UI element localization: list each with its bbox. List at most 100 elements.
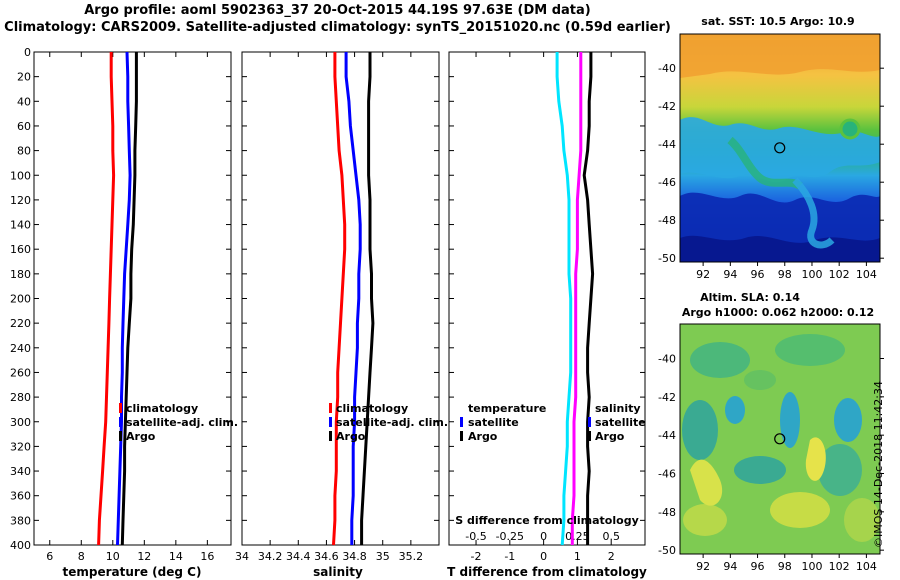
lon-tick-label: 92 [696, 560, 710, 573]
depth-axis: 0 20 40 60 80 100 120 140 160 180 200 220 240 260 280 3… [10, 46, 231, 552]
lon-tick-label: 98 [778, 560, 792, 573]
depth-tick-label: 260 [10, 366, 31, 379]
legend-label-satellite-adj: satellite-adj. clim. [126, 416, 238, 429]
lat-tick-label: -44 [658, 138, 676, 151]
depth-tick-label: 200 [10, 293, 31, 306]
legend-label-argo: Argo [336, 430, 366, 443]
series-line-argo [360, 52, 375, 545]
x-tick-label: 8 [78, 550, 85, 563]
legend-swatch-climatology [119, 403, 122, 413]
temperature-legend: climatology satellite-adj. clim. Argo [119, 402, 238, 443]
lat-tick-label: -48 [658, 506, 676, 519]
legend-label-argo: Argo [126, 430, 156, 443]
sla-map-panel: Altim. SLA: 0.14 Argo h1000: 0.062 h2000… [658, 291, 884, 573]
difference-x-label: T difference from climatology [447, 565, 647, 579]
depth-tick-label: 340 [10, 465, 31, 478]
depth-tick-label: 300 [10, 416, 31, 429]
legend-swatch-satellite [329, 417, 332, 427]
s-tick-label: -0.5 [465, 530, 486, 543]
salinity-y-ticks [242, 51, 439, 546]
temperature-plot-area [33, 51, 232, 546]
temperature-series [97, 51, 138, 546]
temperature-x-label: temperature (deg C) [63, 565, 202, 579]
sst-map-frame [679, 33, 881, 263]
depth-tick-label: 40 [17, 95, 31, 108]
sla-longitude-axis: 92 94 96 98 100 102 104 [696, 554, 877, 573]
depth-tick-label: 80 [17, 145, 31, 158]
lat-tick-label: -46 [658, 468, 676, 481]
argo-position-marker [774, 142, 786, 154]
legend-swatch-temp-argo [460, 431, 463, 441]
legend-swatch-satellite [119, 417, 122, 427]
depth-tick-label: 380 [10, 514, 31, 527]
figure-title-line-1: Argo profile: aoml 5902363_37 20-Oct-201… [84, 3, 591, 18]
difference-profile-panel: -2 -1 0 1 2 -0.5 -0.25 0 0.25 0.5 temperature sa… [447, 51, 647, 579]
series-line-salinity-satellite [570, 52, 583, 545]
depth-tick-label: 400 [10, 539, 31, 552]
sla-map-image [680, 324, 880, 554]
sla-latitude-axis: -40 -42 -44 -46 -48 -50 [658, 353, 884, 557]
lat-tick-label: -50 [658, 252, 676, 265]
temperature-x-axis: 6 8 10 12 14 16 [46, 52, 214, 563]
series-line-climatology [332, 52, 347, 546]
legend-swatch-climatology [329, 403, 332, 413]
lat-tick-label: -46 [658, 176, 676, 189]
x-tick-label: 6 [46, 550, 53, 563]
lat-tick-label: -44 [658, 429, 676, 442]
series-line-temperature-satellite [555, 52, 573, 546]
x-tick-label: 12 [137, 550, 151, 563]
depth-tick-label: 280 [10, 391, 31, 404]
argo-position-marker [774, 433, 786, 445]
salinity-legend: climatology satellite-adj. clim. Argo [329, 402, 448, 443]
series-line-satellite-adj-clim- [344, 52, 362, 545]
salinity-series [332, 52, 375, 546]
lat-tick-label: -40 [658, 353, 676, 366]
depth-tick-label: 60 [17, 120, 31, 133]
legend-swatch-argo [119, 431, 122, 441]
depth-tick-label: 240 [10, 342, 31, 355]
salinity-difference-axis-label: S difference from climatology [455, 514, 639, 527]
x-tick-label: -1 [504, 550, 515, 563]
lon-tick-label: 94 [723, 560, 737, 573]
x-tick-label: 34.8 [342, 550, 367, 563]
x-tick-label: 10 [106, 550, 120, 563]
legend-label-temp-satellite: satellite [468, 416, 519, 429]
lat-tick-label: -42 [658, 100, 676, 113]
lon-tick-label: 92 [696, 268, 710, 281]
x-tick-label: 1 [574, 550, 581, 563]
salinity-x-label: salinity [313, 565, 363, 579]
depth-tick-label: 100 [10, 169, 31, 182]
depth-tick-label: 180 [10, 268, 31, 281]
lon-tick-label: 100 [801, 268, 822, 281]
sst-map-panel: sat. SST: 10.5 Argo: 10.9 92 94 96 98 100 102… [658, 15, 884, 281]
lon-tick-label: 100 [801, 560, 822, 573]
legend-label-climatology: climatology [336, 402, 408, 415]
series-line-satellite-adj-clim- [116, 51, 132, 546]
x-tick-label: 16 [200, 550, 214, 563]
lon-tick-label: 104 [856, 560, 877, 573]
s-tick-label: -0.25 [496, 530, 524, 543]
x-tick-label: 34.2 [258, 550, 283, 563]
x-tick-label: 34.4 [286, 550, 311, 563]
s-tick-label: 0 [540, 530, 547, 543]
legend-swatch-sal-satellite [588, 417, 591, 427]
x-tick-label: -2 [471, 550, 482, 563]
legend-label-sal-satellite: satellite [595, 416, 646, 429]
x-tick-label: 34 [235, 550, 249, 563]
difference-x-axis: -2 -1 0 1 2 [471, 52, 615, 563]
x-tick-label: 35.2 [399, 550, 424, 563]
lon-tick-label: 102 [829, 560, 850, 573]
depth-tick-label: 360 [10, 490, 31, 503]
legend-label-climatology: climatology [126, 402, 198, 415]
legend-label-temp-argo: Argo [468, 430, 498, 443]
difference-plot-area [448, 51, 646, 546]
series-line-climatology [97, 52, 116, 546]
temperature-profile-panel: 0 20 40 60 80 100 120 140 160 180 200 220 240 260 280 3… [10, 46, 238, 579]
s-tick-label: 0.25 [565, 530, 590, 543]
legend-label-satellite-adj: satellite-adj. clim. [336, 416, 448, 429]
depth-tick-label: 140 [10, 219, 31, 232]
difference-legend: temperature satellite Argo salinity sate… [460, 402, 646, 443]
lon-tick-label: 104 [856, 268, 877, 281]
depth-tick-label: 0 [24, 46, 31, 59]
